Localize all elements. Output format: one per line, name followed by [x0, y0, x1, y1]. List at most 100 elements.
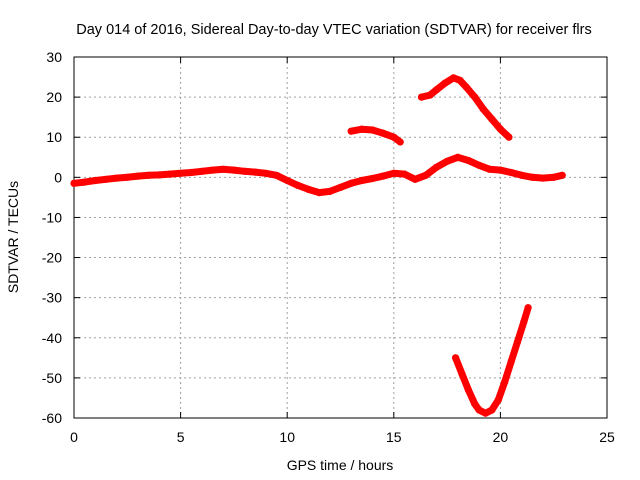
x-tick-label: 0	[70, 429, 78, 445]
data-point	[336, 183, 345, 191]
y-tick-label: -50	[42, 370, 62, 386]
data-point	[347, 179, 355, 187]
data-point	[198, 167, 206, 175]
data-point	[505, 133, 513, 141]
data-point	[475, 161, 483, 169]
data-point	[219, 165, 227, 173]
data-point	[539, 174, 547, 182]
chart-title: Day 014 of 2016, Sidereal Day-to-day VTE…	[76, 22, 591, 38]
data-point	[452, 354, 460, 362]
y-tick-label: -40	[42, 330, 62, 346]
data-point	[488, 406, 496, 414]
data-point	[507, 168, 515, 177]
data-point	[462, 83, 470, 91]
data-point	[464, 156, 472, 165]
data-point	[304, 185, 313, 193]
data-point	[294, 181, 302, 189]
data-point	[390, 133, 398, 141]
data-point	[113, 174, 121, 182]
data-point	[81, 178, 89, 186]
data-point	[91, 176, 99, 185]
data-point	[123, 173, 131, 181]
y-tick-label: -30	[42, 290, 62, 306]
data-point	[347, 127, 355, 135]
data-point	[422, 171, 430, 179]
data-point	[70, 179, 78, 187]
data-point	[396, 138, 404, 146]
data-point	[417, 93, 426, 101]
data-point	[507, 358, 515, 366]
data-point	[262, 169, 270, 177]
data-point	[411, 175, 419, 183]
y-tick-label: 0	[54, 169, 62, 185]
data-point	[102, 175, 110, 183]
data-point	[479, 105, 487, 113]
data-point	[524, 304, 532, 312]
data-point	[496, 166, 504, 174]
series-dip-18-21	[452, 304, 532, 417]
data-point	[368, 126, 377, 134]
data-point	[230, 166, 238, 174]
data-point	[513, 338, 522, 346]
y-tick-label: -60	[42, 410, 62, 426]
data-point	[379, 172, 387, 180]
data-point	[432, 163, 440, 171]
data-point	[443, 157, 451, 165]
y-tick-label: -10	[42, 209, 62, 225]
y-tick-label: 30	[46, 49, 62, 65]
data-point	[166, 170, 174, 178]
data-point	[496, 125, 504, 133]
x-tick-label: 10	[279, 429, 295, 445]
data-point	[251, 168, 259, 176]
data-point	[458, 370, 466, 378]
data-point	[481, 409, 490, 417]
data-point	[471, 400, 479, 408]
y-axis-label: SDTVAR / TECUs	[5, 181, 21, 293]
ticks: 0 5 10 15 20 25 30 20 10 0 -10 -20 -30 -40 -50 -60	[42, 49, 615, 445]
data-point	[241, 167, 249, 175]
data-point	[326, 187, 334, 195]
x-tick-label: 20	[493, 429, 509, 445]
data-point	[400, 170, 409, 178]
data-point	[486, 165, 494, 173]
data-point	[272, 171, 281, 179]
x-tick-label: 25	[599, 429, 615, 445]
x-tick-label: 15	[386, 429, 402, 445]
data-point	[368, 174, 377, 183]
data-point	[501, 378, 509, 386]
y-tick-label: -20	[42, 250, 62, 266]
data-point	[494, 396, 502, 404]
data-point	[454, 153, 462, 161]
data-point	[358, 125, 366, 133]
data-point	[488, 115, 496, 123]
data-point	[177, 169, 185, 177]
data-point	[358, 176, 366, 185]
y-tick-label: 20	[46, 89, 62, 105]
data-point	[390, 169, 398, 177]
data-point	[379, 129, 387, 137]
data-point	[283, 176, 291, 185]
y-tick-label: 10	[46, 129, 62, 145]
data-point	[456, 76, 464, 84]
data-point	[558, 171, 566, 179]
data-point	[475, 406, 483, 414]
data-point	[134, 172, 142, 180]
data-point	[518, 171, 526, 179]
data-point	[209, 166, 217, 174]
data-point	[315, 189, 323, 197]
data-point	[550, 173, 558, 181]
data-point	[520, 318, 528, 326]
data-point	[426, 91, 434, 99]
x-tick-label: 5	[177, 429, 185, 445]
data-point	[145, 171, 153, 179]
data-point	[441, 79, 449, 87]
data-point	[471, 93, 479, 101]
data-point	[155, 171, 163, 179]
data-point	[187, 168, 195, 177]
grid	[74, 57, 607, 418]
data-point	[449, 74, 458, 82]
plot-frame	[73, 56, 608, 419]
data-point	[464, 386, 472, 394]
x-axis-label: GPS time / hours	[287, 457, 394, 473]
